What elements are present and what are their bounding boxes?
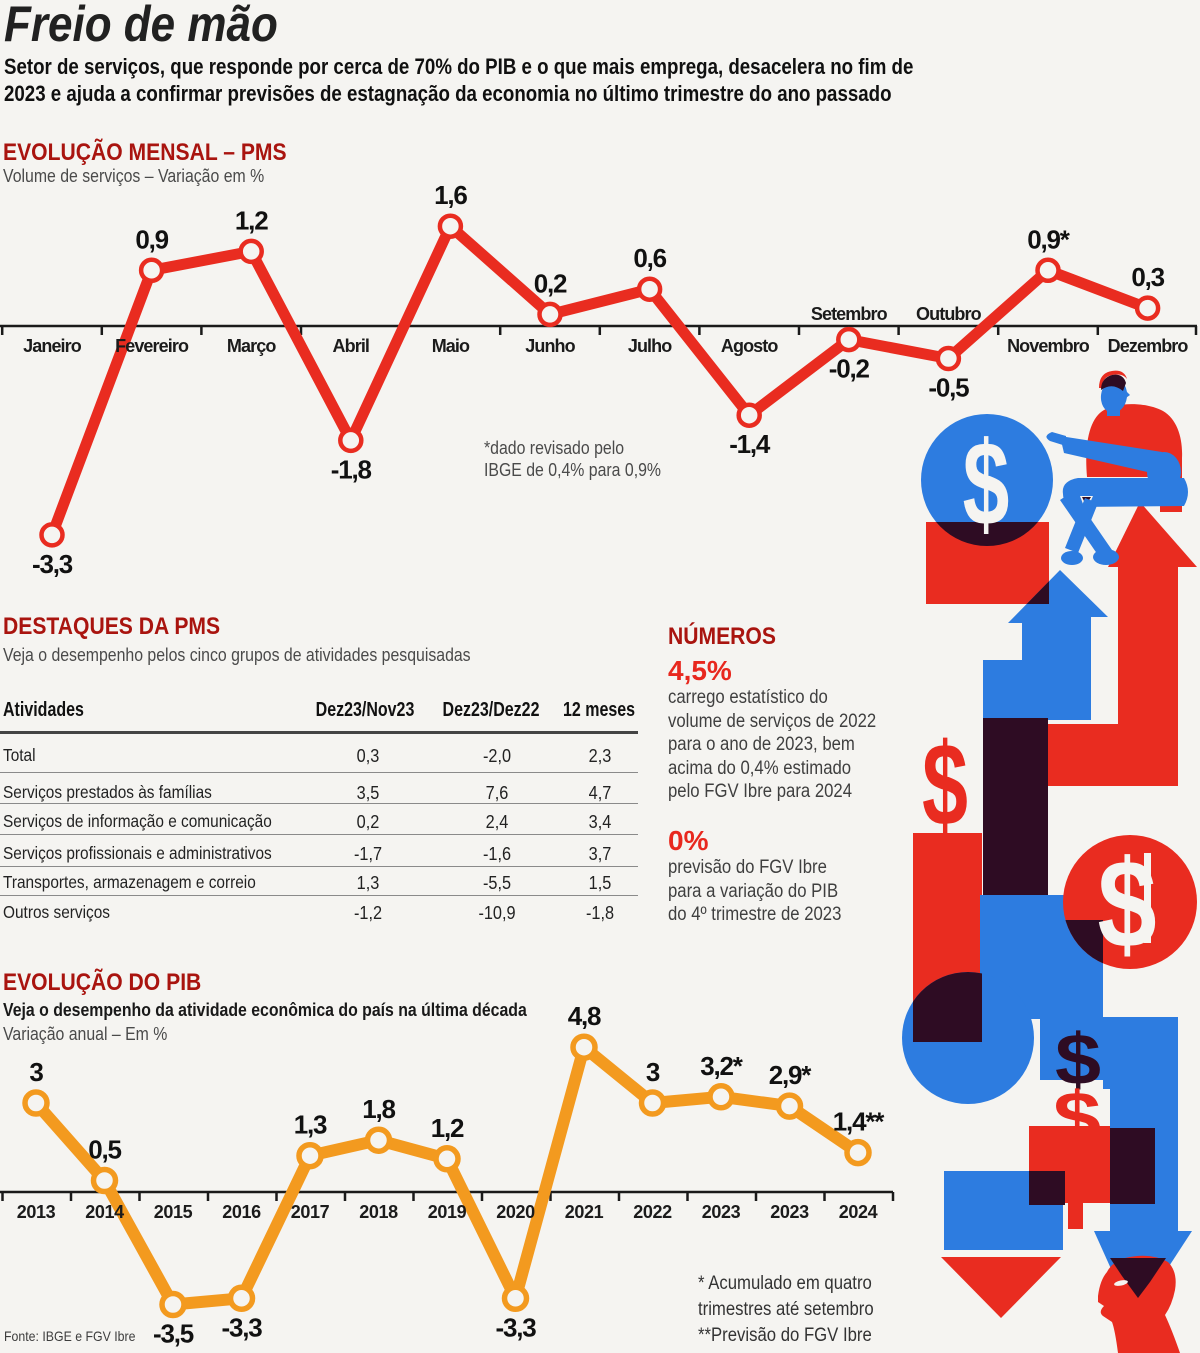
svg-text:2021: 2021 (565, 1202, 604, 1222)
svg-text:Novembro: Novembro (1007, 336, 1090, 356)
svg-text:1,6: 1,6 (434, 180, 467, 210)
svg-text:1,2: 1,2 (431, 1113, 464, 1143)
svg-text:2013: 2013 (17, 1202, 56, 1222)
svg-text:-1,8: -1,8 (331, 454, 372, 484)
svg-text:1,4**: 1,4** (833, 1107, 885, 1137)
svg-text:0,9*: 0,9* (1027, 224, 1071, 254)
svg-text:0,5: 0,5 (88, 1135, 121, 1165)
svg-text:0,3: 0,3 (1131, 262, 1164, 292)
svg-text:Maio: Maio (432, 336, 470, 356)
svg-text:3: 3 (29, 1057, 43, 1087)
svg-text:-0,2: -0,2 (829, 354, 870, 384)
svg-text:Julho: Julho (628, 336, 672, 356)
svg-text:$: $ (963, 416, 1010, 550)
svg-text:Setembro: Setembro (811, 304, 888, 324)
svg-text:-3,3: -3,3 (495, 1312, 536, 1342)
svg-text:-1,4: -1,4 (729, 429, 771, 459)
svg-text:Fevereiro: Fevereiro (115, 336, 189, 356)
svg-text:Outubro: Outubro (916, 304, 982, 324)
svg-text:0,9: 0,9 (135, 224, 168, 254)
svg-text:Junho: Junho (525, 336, 575, 356)
svg-text:$: $ (922, 718, 968, 850)
svg-text:Dezembro: Dezembro (1108, 336, 1189, 356)
svg-text:-0,5: -0,5 (928, 373, 969, 403)
svg-text:1,8: 1,8 (362, 1094, 395, 1124)
svg-text:2016: 2016 (222, 1202, 261, 1222)
svg-text:-3,3: -3,3 (32, 549, 73, 579)
svg-text:1,2: 1,2 (235, 205, 268, 235)
svg-text:Agosto: Agosto (721, 336, 778, 356)
svg-text:3: 3 (646, 1057, 660, 1087)
svg-text:1,3: 1,3 (294, 1110, 327, 1140)
svg-text:Março: Março (227, 336, 276, 356)
svg-text:3,2*: 3,2* (700, 1051, 744, 1081)
svg-text:2023: 2023 (702, 1202, 741, 1222)
svg-text:2015: 2015 (154, 1202, 193, 1222)
svg-text:Abril: Abril (333, 336, 370, 356)
svg-text:2014: 2014 (85, 1202, 124, 1222)
svg-text:2024: 2024 (839, 1202, 878, 1222)
svg-text:0,6: 0,6 (633, 243, 666, 273)
svg-text:$: $ (1055, 1020, 1101, 1100)
svg-text:4,8: 4,8 (568, 1001, 601, 1031)
svg-text:2020: 2020 (496, 1202, 535, 1222)
svg-text:0,2: 0,2 (534, 268, 567, 298)
svg-text:Janeiro: Janeiro (23, 336, 82, 356)
svg-text:-3,5: -3,5 (153, 1319, 194, 1349)
svg-text:2,9*: 2,9* (769, 1060, 813, 1090)
svg-text:2019: 2019 (428, 1202, 467, 1222)
svg-text:2017: 2017 (291, 1202, 330, 1222)
svg-text:-3,3: -3,3 (221, 1312, 262, 1342)
svg-text:2023: 2023 (770, 1202, 809, 1222)
svg-text:2018: 2018 (359, 1202, 398, 1222)
svg-text:2022: 2022 (633, 1202, 672, 1222)
